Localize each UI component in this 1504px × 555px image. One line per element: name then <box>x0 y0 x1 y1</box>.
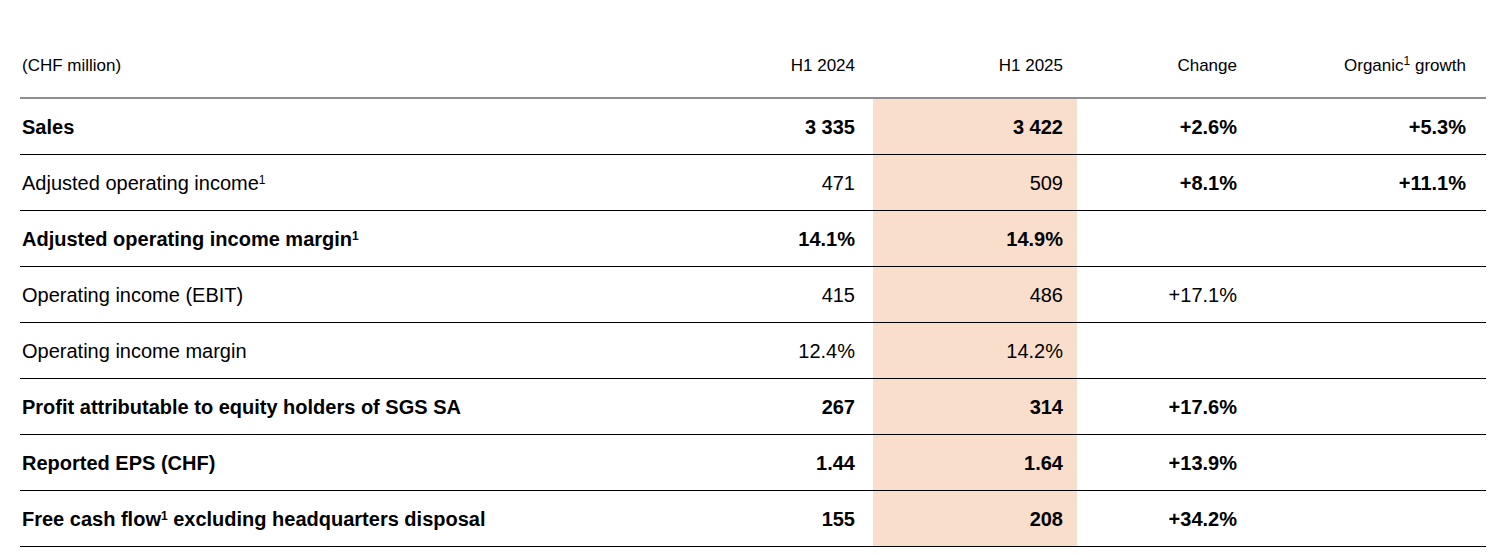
organic-growth-cell <box>1255 267 1486 323</box>
row-label-cell: Free cash flow1 excluding headquarters d… <box>20 491 683 547</box>
row-label: Sales <box>22 116 74 138</box>
row-label: Adjusted operating income <box>22 172 259 194</box>
row-label-cell: Sales <box>20 98 683 155</box>
row-label-cell: Reported EPS (CHF) <box>20 435 683 491</box>
row-label-rest: excluding headquarters disposal <box>168 508 486 530</box>
row-label: Free cash flow <box>22 508 161 530</box>
h1-2025-cell: 208 <box>873 491 1077 547</box>
h1-2025-cell: 14.2% <box>873 323 1077 379</box>
footnote-marker: 1 <box>259 173 266 187</box>
h1-2024-cell: 471 <box>683 155 873 211</box>
row-label: Profit attributable to equity holders of… <box>22 396 461 418</box>
footnote-marker: 1 <box>352 229 359 243</box>
footnote-marker: 1 <box>161 509 168 523</box>
h1-2024-cell: 415 <box>683 267 873 323</box>
change-cell: +17.1% <box>1077 267 1255 323</box>
organic-growth-cell <box>1255 491 1486 547</box>
change-cell: +2.6% <box>1077 98 1255 155</box>
financial-summary-sheet: (CHF million) H1 2024 H1 2025 Change Org… <box>0 0 1504 555</box>
column-header-organic-growth: Organic1 growth <box>1255 0 1486 98</box>
row-label: Reported EPS (CHF) <box>22 452 215 474</box>
row-label-cell: Operating income (EBIT) <box>20 267 683 323</box>
row-label-cell: Adjusted operating income1 <box>20 155 683 211</box>
change-cell: +34.2% <box>1077 491 1255 547</box>
organic-growth-cell <box>1255 379 1486 435</box>
change-cell: +13.9% <box>1077 435 1255 491</box>
organic-growth-cell <box>1255 435 1486 491</box>
h1-2025-cell: 314 <box>873 379 1077 435</box>
row-label-cell: Adjusted operating income margin1 <box>20 211 683 267</box>
footnote-marker: 1 <box>1404 54 1411 68</box>
h1-2024-cell: 14.1% <box>683 211 873 267</box>
organic-growth-cell: +11.1% <box>1255 155 1486 211</box>
table-row-profit-attributable: Profit attributable to equity holders of… <box>20 379 1486 435</box>
table-body: Sales 3 335 3 422 +2.6% +5.3% Adjusted o… <box>20 98 1486 547</box>
table-row-adjusted-operating-income: Adjusted operating income1 471 509 +8.1%… <box>20 155 1486 211</box>
unit-label: (CHF million) <box>20 0 683 98</box>
table-row-sales: Sales 3 335 3 422 +2.6% +5.3% <box>20 98 1486 155</box>
h1-2025-cell: 14.9% <box>873 211 1077 267</box>
change-cell <box>1077 323 1255 379</box>
row-label: Operating income margin <box>22 340 247 362</box>
row-label: Adjusted operating income margin <box>22 228 352 250</box>
h1-2025-cell: 1.64 <box>873 435 1077 491</box>
growth-label: growth <box>1410 56 1466 75</box>
h1-2024-cell: 1.44 <box>683 435 873 491</box>
row-label-cell: Profit attributable to equity holders of… <box>20 379 683 435</box>
column-header-h1-2024: H1 2024 <box>683 0 873 98</box>
column-header-h1-2025: H1 2025 <box>873 0 1077 98</box>
h1-2024-cell: 267 <box>683 379 873 435</box>
table-row-free-cash-flow: Free cash flow1 excluding headquarters d… <box>20 491 1486 547</box>
organic-growth-cell <box>1255 211 1486 267</box>
organic-growth-cell <box>1255 323 1486 379</box>
column-header-change: Change <box>1077 0 1255 98</box>
table-row-operating-income-ebit: Operating income (EBIT) 415 486 +17.1% <box>20 267 1486 323</box>
row-label-cell: Operating income margin <box>20 323 683 379</box>
table-header: (CHF million) H1 2024 H1 2025 Change Org… <box>20 0 1486 98</box>
organic-label: Organic <box>1344 56 1404 75</box>
h1-2025-cell: 3 422 <box>873 98 1077 155</box>
h1-2024-cell: 155 <box>683 491 873 547</box>
table-row-reported-eps: Reported EPS (CHF) 1.44 1.64 +13.9% <box>20 435 1486 491</box>
table-row-operating-income-margin: Operating income margin 12.4% 14.2% <box>20 323 1486 379</box>
organic-growth-cell: +5.3% <box>1255 98 1486 155</box>
h1-2025-cell: 509 <box>873 155 1077 211</box>
row-label: Operating income (EBIT) <box>22 284 243 306</box>
table-row-adjusted-operating-income-margin: Adjusted operating income margin1 14.1% … <box>20 211 1486 267</box>
change-cell: +17.6% <box>1077 379 1255 435</box>
change-cell <box>1077 211 1255 267</box>
h1-2024-cell: 3 335 <box>683 98 873 155</box>
header-row: (CHF million) H1 2024 H1 2025 Change Org… <box>20 0 1486 98</box>
h1-2024-cell: 12.4% <box>683 323 873 379</box>
financial-summary-table: (CHF million) H1 2024 H1 2025 Change Org… <box>20 0 1486 547</box>
h1-2025-cell: 486 <box>873 267 1077 323</box>
change-cell: +8.1% <box>1077 155 1255 211</box>
